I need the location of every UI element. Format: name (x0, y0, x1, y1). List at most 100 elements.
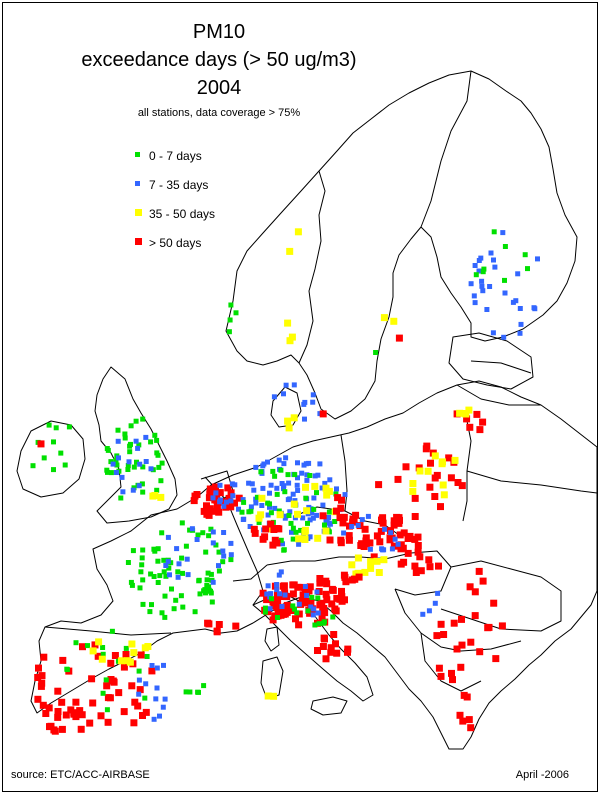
station-marker-green (274, 491, 280, 497)
station-marker-blue (221, 553, 227, 559)
station-marker-red (54, 687, 62, 695)
station-marker-blue (268, 482, 274, 488)
station-marker-red (390, 542, 398, 550)
station-marker-blue (484, 307, 490, 312)
station-marker-blue (290, 491, 296, 497)
station-marker-red (281, 606, 289, 614)
station-marker-green (187, 689, 193, 695)
station-marker-green (140, 464, 146, 470)
station-marker-green (333, 491, 339, 497)
station-marker-blue (315, 610, 321, 616)
station-marker-blue (249, 481, 255, 487)
station-marker-blue (210, 540, 216, 546)
station-marker-green (46, 422, 52, 428)
station-marker-green (228, 557, 234, 563)
ireland-outline (16, 420, 86, 498)
station-marker-green (187, 527, 193, 533)
station-marker-green (204, 577, 210, 583)
balkans-border-1 (394, 588, 522, 652)
station-marker-blue (136, 483, 142, 489)
station-marker-blue (174, 546, 180, 552)
station-marker-yellow (118, 657, 125, 665)
station-marker-green (285, 472, 291, 478)
station-marker-blue (300, 515, 306, 521)
station-marker-green (316, 621, 322, 627)
station-marker-green (173, 597, 179, 603)
station-marker-yellow (124, 657, 132, 665)
station-marker-red (414, 548, 422, 556)
legend-swatch-green (135, 152, 140, 157)
station-marker-blue (213, 490, 219, 496)
station-marker-green (262, 609, 268, 615)
station-marker-yellow (367, 564, 375, 572)
station-marker-blue (307, 534, 313, 540)
station-marker-green (208, 588, 213, 594)
station-marker-red (215, 621, 223, 628)
station-marker-green (104, 707, 110, 713)
station-marker-red (330, 631, 338, 638)
station-marker-yellow (462, 410, 470, 418)
station-marker-red (362, 537, 370, 545)
station-marker-red (231, 499, 238, 507)
station-marker-green (206, 533, 212, 539)
station-marker-blue (365, 513, 371, 519)
title-line-3: 2004 (196, 77, 242, 99)
station-marker-red (465, 716, 473, 724)
station-marker-blue (296, 601, 302, 607)
station-marker-red (411, 513, 419, 520)
station-marker-blue (221, 503, 227, 509)
station-marker-blue (381, 547, 387, 553)
sweden-finland-border (420, 70, 472, 228)
station-marker-blue (326, 515, 332, 520)
station-marker-red (72, 698, 80, 706)
station-marker-red (397, 545, 405, 553)
station-marker-green (269, 596, 274, 602)
station-marker-red (34, 695, 42, 703)
subtitle: all stations, data coverage > 75% (137, 107, 301, 119)
station-marker-yellow (409, 487, 417, 495)
station-marker-red (395, 334, 403, 342)
station-marker-yellow (157, 493, 165, 501)
station-marker-green (311, 506, 317, 512)
station-marker-red (283, 601, 291, 609)
station-marker-yellow (348, 561, 356, 569)
station-marker-yellow (151, 492, 159, 499)
station-marker-green (62, 462, 68, 468)
station-marker-red (37, 440, 45, 448)
station-marker-green (140, 577, 146, 583)
station-marker-blue (367, 546, 373, 552)
station-marker-blue (302, 584, 308, 589)
station-marker-green (138, 569, 144, 575)
station-marker-green (161, 557, 167, 563)
station-marker-red (104, 694, 112, 702)
station-marker-yellow (311, 482, 319, 490)
continental-europe-outline (30, 380, 597, 750)
title-line-2: exceedance days (> 50 ug/m3) (81, 49, 357, 71)
station-marker-blue (236, 506, 241, 512)
station-marker-blue (319, 485, 325, 491)
baltic-states-outline (448, 332, 534, 390)
station-marker-green (179, 555, 185, 561)
station-marker-blue (253, 464, 259, 470)
station-marker-green (205, 570, 211, 576)
station-marker-red (212, 507, 220, 515)
station-marker-green (156, 464, 162, 470)
station-marker-blue (282, 515, 288, 521)
station-marker-yellow (323, 491, 331, 499)
station-marker-red (437, 620, 445, 628)
station-marker-green (148, 571, 154, 577)
station-marker-red (206, 485, 214, 493)
station-marker-red (466, 423, 474, 431)
station-marker-red (42, 710, 50, 717)
station-marker-green (162, 614, 168, 620)
station-marker-red (259, 589, 267, 597)
station-marker-red (115, 689, 123, 697)
station-marker-green (267, 501, 272, 507)
station-marker-red (40, 653, 48, 661)
station-marker-green (151, 574, 157, 579)
station-marker-blue (282, 592, 288, 598)
station-marker-blue (280, 541, 285, 547)
station-marker-blue (223, 499, 229, 505)
station-marker-blue (432, 600, 438, 606)
station-marker-blue (310, 515, 316, 521)
